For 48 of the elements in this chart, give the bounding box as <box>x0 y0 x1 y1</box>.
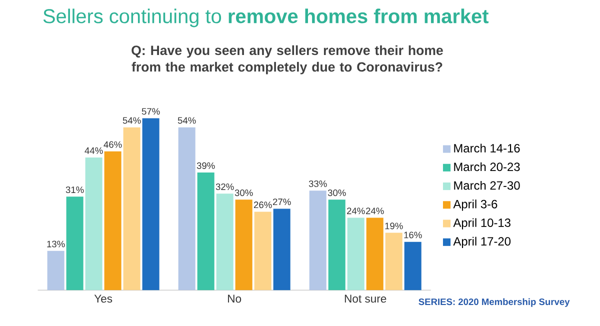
legend-label: April 17-20 <box>453 236 511 248</box>
data-label: 31% <box>66 186 84 194</box>
bar <box>178 127 196 290</box>
bar <box>142 118 160 290</box>
legend-label: April 3-6 <box>453 200 498 211</box>
bar <box>104 151 122 290</box>
data-label: 26% <box>254 202 272 208</box>
bar <box>66 196 84 290</box>
chart-title: Sellers continuing to remove homes from market <box>43 8 489 28</box>
legend-label: April 10-13 <box>453 218 510 230</box>
chart-subtitle: Q: Have you seen any sellers remove their home from the market completely due to Coronavirus? <box>132 45 443 74</box>
bar <box>85 157 102 290</box>
text: SERIES: 2020 Membership Survey <box>418 298 570 307</box>
data-label: 24% <box>366 208 384 214</box>
data-label: 46% <box>104 141 122 148</box>
data-label: 44% <box>84 147 103 154</box>
data-label: 27% <box>272 198 291 206</box>
x-tick-label: Not sure <box>344 294 386 303</box>
data-label: 24% <box>347 208 365 214</box>
bar <box>123 127 140 290</box>
bar <box>254 212 272 290</box>
data-label: 57% <box>142 108 160 115</box>
bar <box>366 218 384 290</box>
bar <box>328 200 346 290</box>
legend-label: March 14-16 <box>454 144 520 152</box>
data-label: 32% <box>216 183 234 190</box>
bar <box>347 218 364 290</box>
bar <box>309 190 326 290</box>
data-label: 39% <box>196 162 215 169</box>
data-label: 16% <box>404 232 422 238</box>
legend-label: March 20-23 <box>454 162 520 172</box>
bar <box>404 242 422 290</box>
data-label: 54% <box>122 117 141 124</box>
bar <box>273 208 290 290</box>
data-label: 19% <box>385 222 403 230</box>
x-tick-label: Yes <box>94 294 112 303</box>
data-label: 30% <box>234 190 253 196</box>
bar <box>235 200 252 290</box>
bar <box>47 250 64 290</box>
data-label: 33% <box>308 180 327 188</box>
bar <box>385 232 402 290</box>
data-label: 13% <box>47 240 65 248</box>
legend-label: March 27-30 <box>454 180 520 190</box>
data-label: 54% <box>178 117 196 124</box>
x-tick-label: No <box>228 294 242 303</box>
bar <box>197 172 214 290</box>
bar <box>216 194 234 290</box>
data-label: 30% <box>328 190 346 196</box>
